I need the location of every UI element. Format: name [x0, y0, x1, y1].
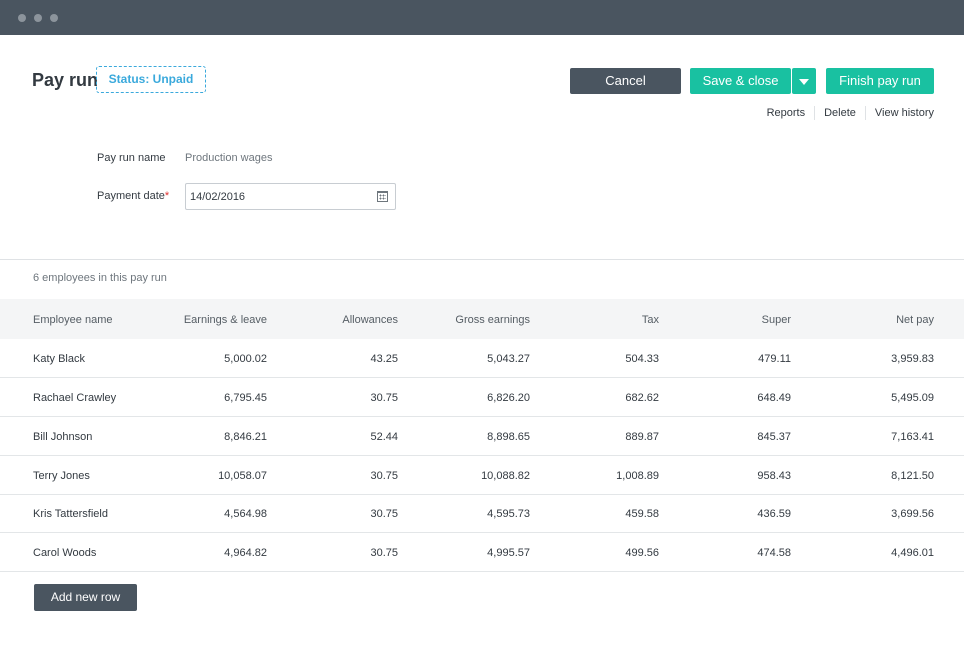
- employee-name-cell: Kris Tattersfield: [33, 508, 108, 520]
- link-divider: [814, 106, 816, 120]
- allowances-cell: 30.75: [370, 470, 398, 482]
- window-dot-icon: [34, 14, 42, 22]
- pay-run-name-value: Production wages: [185, 152, 273, 164]
- net-pay-cell: 8,121.50: [891, 470, 934, 482]
- column-header-allowances: Allowances: [342, 314, 398, 326]
- allowances-cell: 43.25: [370, 353, 398, 365]
- save-options-dropdown-button[interactable]: [792, 68, 816, 94]
- table-row[interactable]: Terry Jones 10,058.07 30.75 10,088.82 1,…: [0, 456, 964, 495]
- table-row[interactable]: Bill Johnson 8,846.21 52.44 8,898.65 889…: [0, 417, 964, 456]
- earnings-leave-cell: 10,058.07: [218, 470, 267, 482]
- tax-cell: 504.33: [625, 353, 659, 365]
- allowances-cell: 30.75: [370, 547, 398, 559]
- employee-name-cell: Terry Jones: [33, 470, 90, 482]
- gross-earnings-cell: 4,995.57: [487, 547, 530, 559]
- pay-run-name-label: Pay run name: [97, 152, 166, 164]
- payment-date-input[interactable]: [185, 183, 396, 210]
- window-dot-icon: [18, 14, 26, 22]
- column-header-net-pay: Net pay: [896, 314, 934, 326]
- page-title: Pay run: [32, 70, 99, 90]
- gross-earnings-cell: 4,595.73: [487, 508, 530, 520]
- earnings-leave-cell: 8,846.21: [224, 431, 267, 443]
- super-cell: 958.43: [757, 470, 791, 482]
- status-badge: Status: Unpaid: [96, 66, 206, 93]
- employee-name-cell: Rachael Crawley: [33, 392, 117, 404]
- payment-date-label-text: Payment date: [97, 190, 165, 202]
- column-header-employee-name: Employee name: [33, 314, 113, 326]
- secondary-actions: Reports Delete View history: [758, 106, 934, 120]
- earnings-leave-cell: 5,000.02: [224, 353, 267, 365]
- tax-cell: 889.87: [625, 431, 659, 443]
- net-pay-cell: 3,959.83: [891, 353, 934, 365]
- table-row[interactable]: Katy Black 5,000.02 43.25 5,043.27 504.3…: [0, 339, 964, 378]
- allowances-cell: 30.75: [370, 392, 398, 404]
- gross-earnings-cell: 6,826.20: [487, 392, 530, 404]
- table-row[interactable]: Rachael Crawley 6,795.45 30.75 6,826.20 …: [0, 378, 964, 417]
- column-header-earnings-leave: Earnings & leave: [183, 314, 267, 326]
- gross-earnings-cell: 8,898.65: [487, 431, 530, 443]
- employee-name-cell: Bill Johnson: [33, 431, 93, 443]
- super-cell: 474.58: [757, 547, 791, 559]
- reports-link[interactable]: Reports: [766, 107, 806, 119]
- earnings-leave-cell: 4,964.82: [224, 547, 267, 559]
- earnings-leave-cell: 4,564.98: [224, 508, 267, 520]
- tax-cell: 682.62: [625, 392, 659, 404]
- net-pay-cell: 4,496.01: [891, 547, 934, 559]
- view-history-link[interactable]: View history: [874, 107, 934, 119]
- allowances-cell: 52.44: [370, 431, 398, 443]
- window-dot-icon: [50, 14, 58, 22]
- column-header-tax: Tax: [641, 314, 659, 326]
- earnings-leave-cell: 6,795.45: [224, 392, 267, 404]
- column-header-gross-earnings: Gross earnings: [455, 314, 530, 326]
- payment-date-label: Payment date*: [97, 190, 169, 202]
- window-titlebar: [0, 0, 964, 35]
- employee-count: 6 employees in this pay run: [33, 272, 167, 284]
- super-cell: 648.49: [757, 392, 791, 404]
- super-cell: 436.59: [757, 508, 791, 520]
- tax-cell: 459.58: [625, 508, 659, 520]
- cancel-button[interactable]: Cancel: [570, 68, 681, 94]
- allowances-cell: 30.75: [370, 508, 398, 520]
- required-marker: *: [164, 190, 170, 202]
- net-pay-cell: 5,495.09: [891, 392, 934, 404]
- calendar-icon[interactable]: [377, 191, 388, 202]
- gross-earnings-cell: 5,043.27: [487, 353, 530, 365]
- save-and-close-button[interactable]: Save & close: [690, 68, 791, 94]
- employee-name-cell: Katy Black: [33, 353, 85, 365]
- table-header: Employee name Earnings & leave Allowance…: [0, 299, 964, 339]
- net-pay-cell: 3,699.56: [891, 508, 934, 520]
- net-pay-cell: 7,163.41: [891, 431, 934, 443]
- section-divider: [0, 259, 964, 260]
- column-header-super: Super: [761, 314, 791, 326]
- tax-cell: 499.56: [625, 547, 659, 559]
- gross-earnings-cell: 10,088.82: [481, 470, 530, 482]
- caret-down-icon: [799, 79, 809, 85]
- super-cell: 845.37: [757, 431, 791, 443]
- table-row[interactable]: Kris Tattersfield 4,564.98 30.75 4,595.7…: [0, 494, 964, 533]
- finish-pay-run-button[interactable]: Finish pay run: [826, 68, 934, 94]
- delete-link[interactable]: Delete: [824, 107, 856, 119]
- table-row[interactable]: Carol Woods 4,964.82 30.75 4,995.57 499.…: [0, 533, 964, 572]
- tax-cell: 1,008.89: [616, 470, 659, 482]
- link-divider: [864, 106, 866, 120]
- super-cell: 479.11: [758, 353, 791, 365]
- add-new-row-button[interactable]: Add new row: [34, 584, 137, 611]
- employee-name-cell: Carol Woods: [33, 547, 97, 559]
